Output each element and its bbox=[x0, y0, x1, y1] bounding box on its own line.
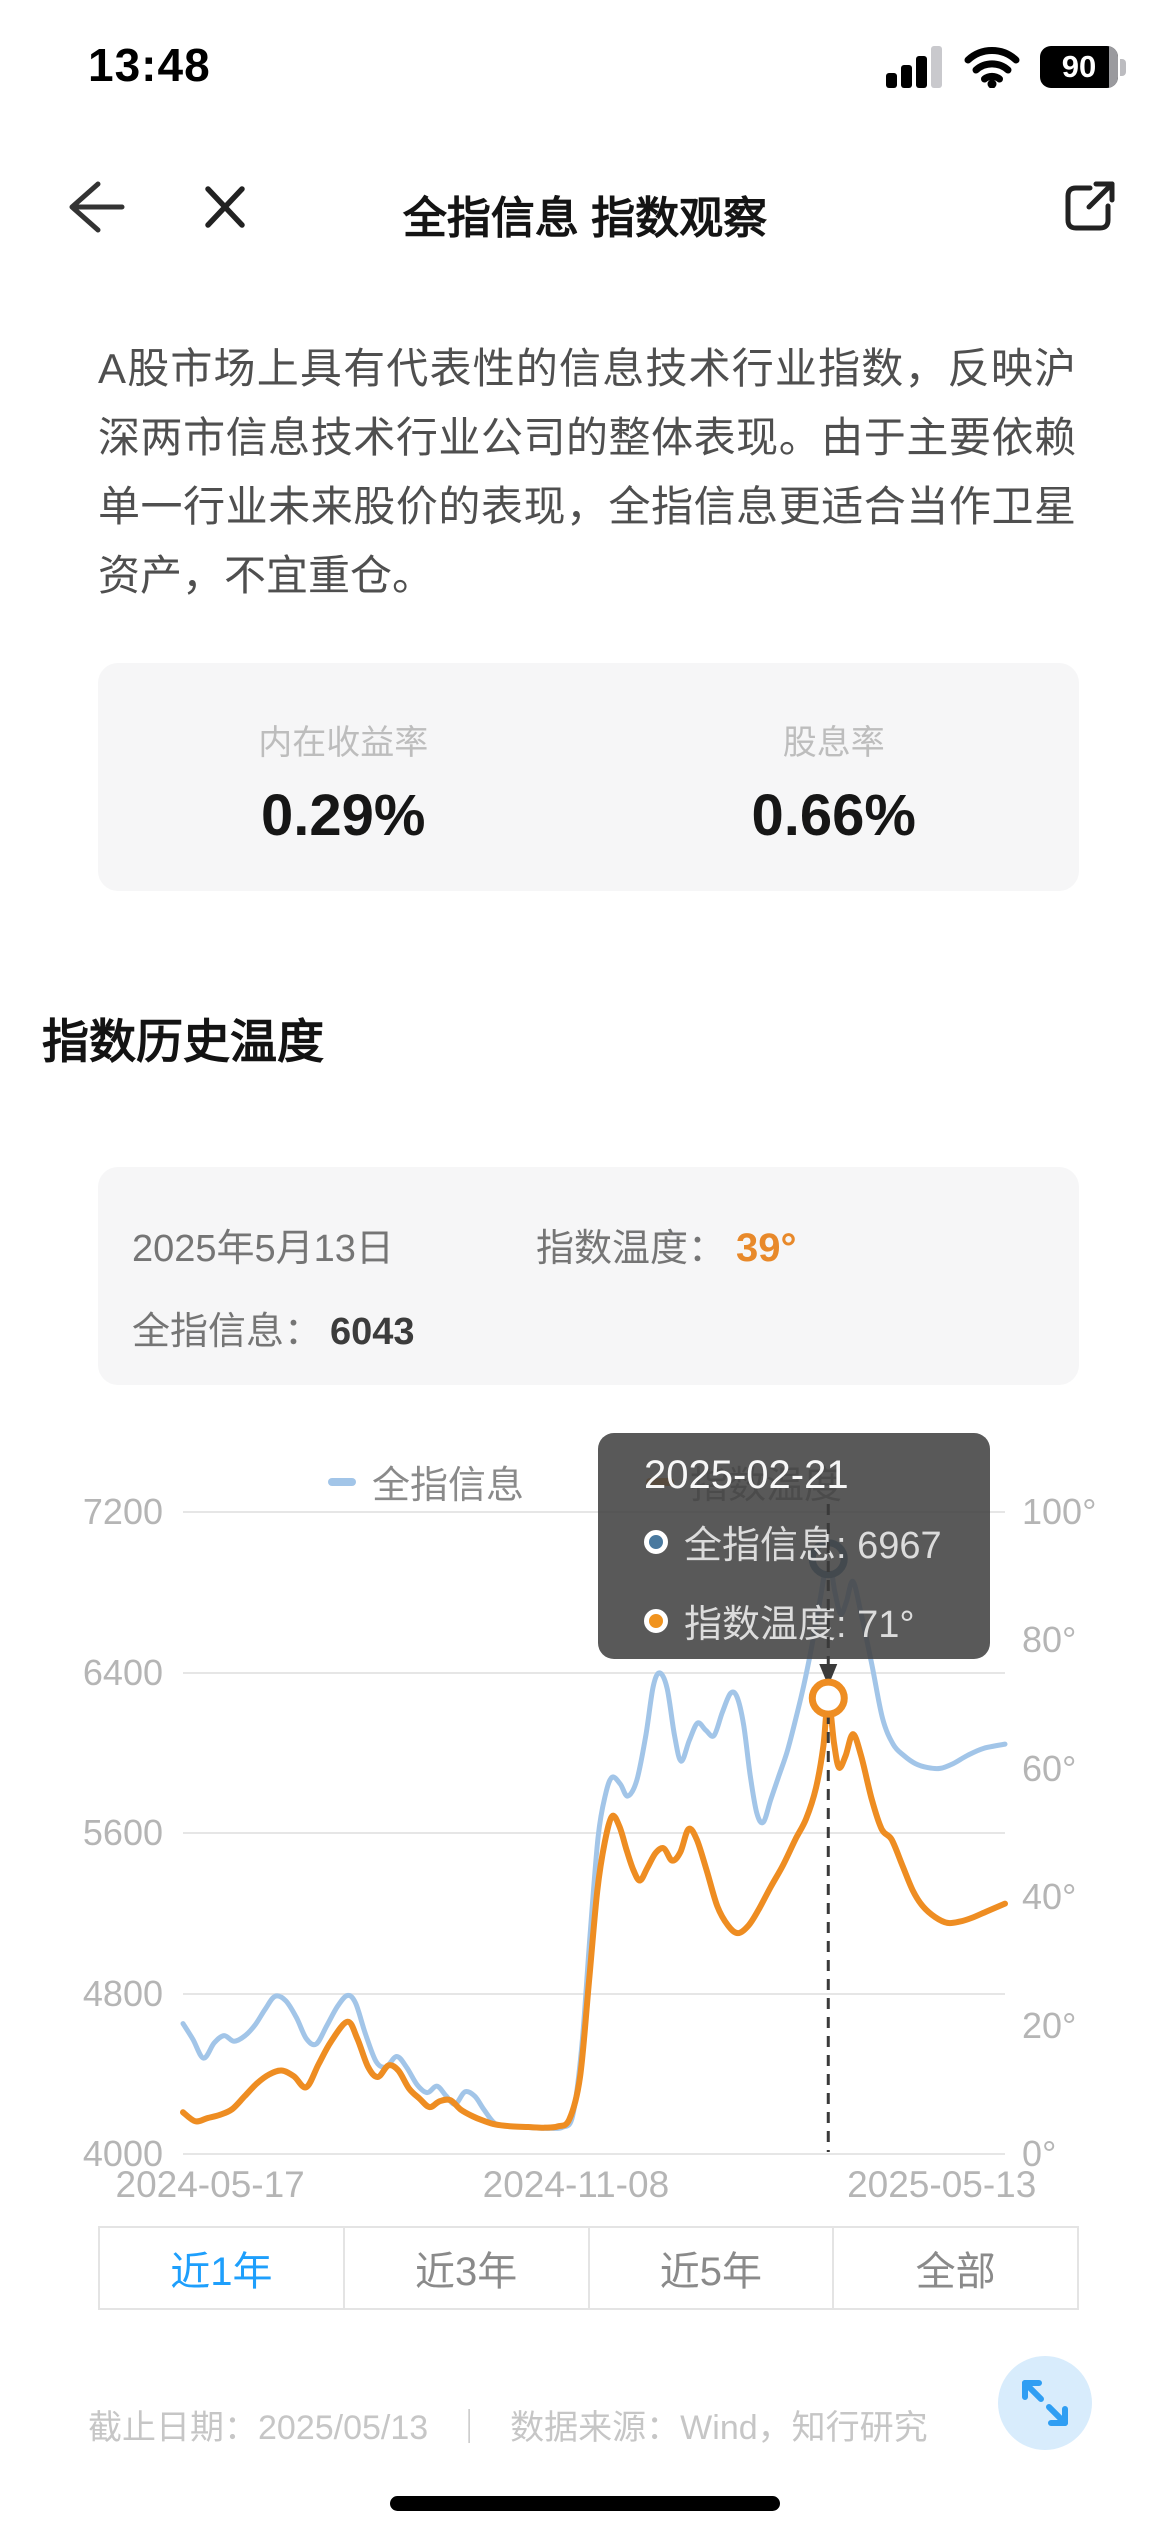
stat-dividend-yield: 股息率 0.66% bbox=[589, 663, 1080, 891]
range-tabs: 近1年 近3年 近5年 全部 bbox=[98, 2226, 1079, 2310]
back-button[interactable] bbox=[64, 176, 128, 243]
fullscreen-button[interactable] bbox=[998, 2356, 1092, 2450]
wifi-icon bbox=[964, 47, 1020, 88]
legend-item-0[interactable]: 全指信息 bbox=[327, 1454, 524, 1509]
index-label: 全指信息： bbox=[132, 1311, 323, 1353]
right-axis-label: 100° bbox=[1022, 1491, 1097, 1532]
home-indicator[interactable] bbox=[390, 2496, 780, 2511]
chart-canvas[interactable] bbox=[0, 1440, 1170, 2212]
index-description: A股市场上具有代表性的信息技术行业指数，反映沪深两市信息技术行业公司的整体表现。… bbox=[98, 345, 1076, 599]
left-axis-label: 4000 bbox=[82, 2133, 163, 2174]
gridline bbox=[183, 1511, 1005, 1513]
stat-label: 股息率 bbox=[782, 724, 885, 762]
status-icons: 90 bbox=[886, 46, 1126, 88]
legend-swatch bbox=[327, 1477, 356, 1486]
right-axis-label: 60° bbox=[1022, 1747, 1077, 1789]
expand-icon bbox=[1022, 2380, 1068, 2426]
range-tab-0[interactable]: 近1年 bbox=[170, 2250, 273, 2294]
left-axis-label: 5600 bbox=[82, 1812, 163, 1853]
gridline bbox=[183, 1992, 1005, 1995]
x-axis-label: 2024-05-17 bbox=[115, 2164, 305, 2205]
range-tab-3[interactable]: 全部 bbox=[832, 2228, 1077, 2308]
battery-percent: 90 bbox=[1040, 46, 1118, 88]
temp-label: 指数温度： bbox=[535, 1228, 726, 1270]
right-axis-label: 40° bbox=[1022, 1876, 1077, 1918]
right-axis-label: 20° bbox=[1022, 2004, 1077, 2046]
index-dot-icon bbox=[644, 1529, 668, 1554]
range-tab-2[interactable]: 近5年 bbox=[587, 2228, 833, 2308]
x-axis-label: 2024-11-08 bbox=[482, 2164, 670, 2205]
temperature-info-card: 2025年5月13日 指数温度： 39° 全指信息： 6043 bbox=[98, 1167, 1079, 1385]
left-axis-label: 7200 bbox=[82, 1491, 163, 1532]
tooltip-row-index: 全指信息: 6967 bbox=[644, 1514, 990, 1569]
stat-label: 内在收益率 bbox=[258, 724, 429, 762]
index-value: 6043 bbox=[330, 1311, 415, 1353]
battery-icon: 90 bbox=[1040, 46, 1126, 88]
status-time: 13:48 bbox=[88, 39, 211, 91]
share-icon bbox=[1065, 181, 1115, 231]
left-axis-label: 4800 bbox=[82, 1972, 163, 2014]
stats-card: 内在收益率 0.29% 股息率 0.66% bbox=[98, 663, 1079, 891]
info-row-temperature: 2025年5月13日 指数温度： 39° bbox=[132, 1217, 1079, 1272]
close-icon bbox=[205, 186, 245, 228]
back-arrow-icon bbox=[69, 181, 125, 233]
section-title: 指数历史温度 bbox=[42, 1015, 324, 1068]
cutoff-date: 截止日期：2025/05/13 bbox=[88, 2409, 429, 2447]
history-temperature-chart[interactable]: 全指信息指数温度 2025-02-21 全指信息: 6967 指数温度: 71°… bbox=[0, 1433, 1170, 2212]
stat-intrinsic-yield: 内在收益率 0.29% bbox=[98, 663, 589, 891]
info-row-index: 全指信息： 6043 bbox=[132, 1300, 1079, 1355]
page-title: 全指信息 指数观察 bbox=[402, 194, 768, 243]
stat-value: 0.66% bbox=[751, 783, 916, 848]
tooltip-index-text: 全指信息: 6967 bbox=[684, 1525, 942, 1567]
gridline bbox=[183, 2153, 1005, 2155]
temperature-line bbox=[180, 1695, 1008, 2131]
share-button[interactable] bbox=[1058, 176, 1118, 241]
legend-label: 全指信息 bbox=[371, 1465, 524, 1507]
data-source: 数据来源：Wind，知行研究 bbox=[510, 2409, 928, 2447]
stat-value: 0.29% bbox=[261, 783, 426, 848]
chart-tooltip: 2025-02-21 全指信息: 6967 指数温度: 71° bbox=[598, 1433, 990, 1659]
battery-nub bbox=[1120, 58, 1126, 76]
tooltip-temperature-text: 指数温度: 71° bbox=[684, 1604, 915, 1646]
tooltip-row-temperature: 指数温度: 71° bbox=[644, 1593, 990, 1648]
info-date: 2025年5月13日 bbox=[132, 1228, 394, 1270]
chart-footer: 截止日期：2025/05/13 ｜ 数据来源：Wind，知行研究 bbox=[88, 2400, 928, 2449]
range-tab-1[interactable]: 近3年 bbox=[342, 2228, 588, 2308]
gridline bbox=[183, 1671, 1005, 1674]
signal-icon bbox=[886, 46, 942, 88]
temp-value: 39° bbox=[735, 1226, 797, 1270]
close-button[interactable] bbox=[200, 182, 250, 237]
left-axis-label: 6400 bbox=[82, 1651, 163, 1693]
temperature-dot-icon bbox=[644, 1608, 668, 1633]
right-axis-label: 0° bbox=[1022, 2133, 1057, 2174]
gridline bbox=[183, 1832, 1005, 1834]
tooltip-date: 2025-02-21 bbox=[644, 1453, 849, 1497]
right-axis-label: 80° bbox=[1022, 1619, 1077, 1661]
x-axis-label: 2025-05-13 bbox=[847, 2164, 1037, 2205]
footer-separator: ｜ bbox=[452, 2409, 487, 2447]
